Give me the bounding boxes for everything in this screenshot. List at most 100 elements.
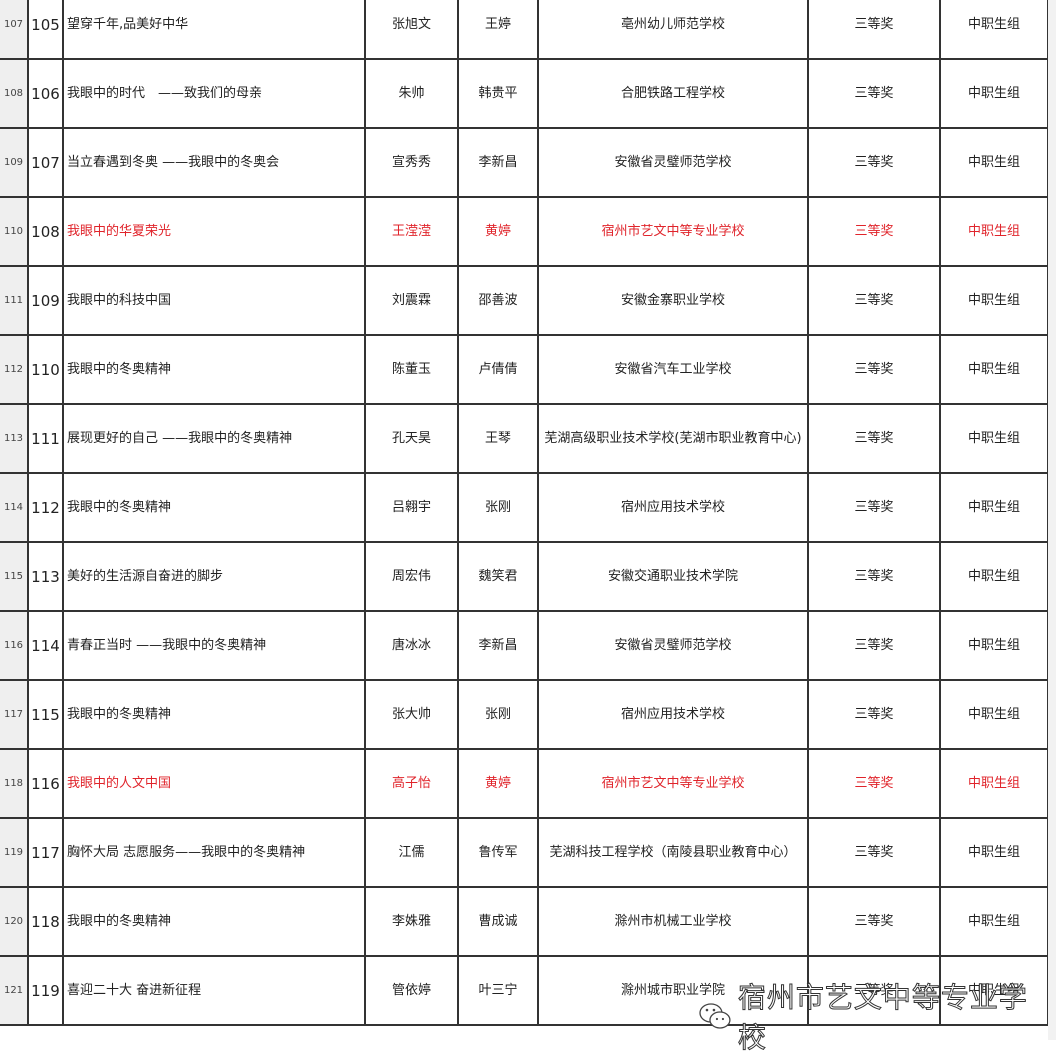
cell-award[interactable]: 三等奖 <box>807 886 941 957</box>
cell-school[interactable]: 合肥铁路工程学校 <box>537 58 809 129</box>
cell-award[interactable]: 三等奖 <box>807 58 941 129</box>
cell-student[interactable]: 高子怡 <box>364 748 459 819</box>
cell-school[interactable]: 芜湖科技工程学校（南陵县职业教育中心） <box>537 817 809 888</box>
cell-teacher[interactable]: 魏笑君 <box>457 541 539 612</box>
cell-teacher[interactable]: 邵善波 <box>457 265 539 336</box>
cell-student[interactable]: 陈董玉 <box>364 334 459 405</box>
cell-award[interactable]: 三等奖 <box>807 0 941 60</box>
cell-title[interactable]: 胸怀大局 志愿服务——我眼中的冬奥精神 <box>62 817 366 888</box>
cell-student[interactable]: 孔天昊 <box>364 403 459 474</box>
cell-group[interactable]: 中职生组 <box>939 265 1049 336</box>
cell-group[interactable]: 中职生组 <box>939 679 1049 750</box>
cell-award[interactable]: 三等奖 <box>807 403 941 474</box>
cell-number[interactable]: 112 <box>27 472 64 543</box>
cell-student[interactable]: 吕翱宇 <box>364 472 459 543</box>
cell-title[interactable]: 我眼中的人文中国 <box>62 748 366 819</box>
cell-number[interactable]: 113 <box>27 541 64 612</box>
cell-teacher[interactable]: 王琴 <box>457 403 539 474</box>
cell-number[interactable]: 119 <box>27 955 64 1026</box>
cell-group[interactable]: 中职生组 <box>939 0 1049 60</box>
cell-student[interactable]: 李姝雅 <box>364 886 459 957</box>
cell-award[interactable]: 三等奖 <box>807 472 941 543</box>
cell-title[interactable]: 我眼中的时代 ——致我们的母亲 <box>62 58 366 129</box>
cell-title[interactable]: 望穿千年,品美好中华 <box>62 0 366 60</box>
cell-award[interactable]: 三等奖 <box>807 955 941 1026</box>
cell-award[interactable]: 三等奖 <box>807 541 941 612</box>
cell-student[interactable]: 刘震霖 <box>364 265 459 336</box>
cell-group[interactable]: 中职生组 <box>939 886 1049 957</box>
cell-student[interactable]: 张旭文 <box>364 0 459 60</box>
cell-student[interactable]: 张大帅 <box>364 679 459 750</box>
cell-title[interactable]: 我眼中的冬奥精神 <box>62 886 366 957</box>
cell-school[interactable]: 亳州幼儿师范学校 <box>537 0 809 60</box>
cell-school[interactable]: 安徽省汽车工业学校 <box>537 334 809 405</box>
cell-group[interactable]: 中职生组 <box>939 817 1049 888</box>
cell-award[interactable]: 三等奖 <box>807 679 941 750</box>
cell-school[interactable]: 安徽交通职业技术学院 <box>537 541 809 612</box>
cell-school[interactable]: 安徽省灵璧师范学校 <box>537 610 809 681</box>
cell-title[interactable]: 当立春遇到冬奥 ——我眼中的冬奥会 <box>62 127 366 198</box>
cell-teacher[interactable]: 鲁传军 <box>457 817 539 888</box>
cell-school[interactable]: 安徽省灵璧师范学校 <box>537 127 809 198</box>
cell-number[interactable]: 114 <box>27 610 64 681</box>
cell-group[interactable]: 中职生组 <box>939 610 1049 681</box>
cell-number[interactable]: 108 <box>27 196 64 267</box>
cell-award[interactable]: 三等奖 <box>807 127 941 198</box>
cell-group[interactable]: 中职生组 <box>939 334 1049 405</box>
cell-student[interactable]: 唐冰冰 <box>364 610 459 681</box>
cell-teacher[interactable]: 卢倩倩 <box>457 334 539 405</box>
cell-school[interactable]: 宿州市艺文中等专业学校 <box>537 748 809 819</box>
cell-title[interactable]: 我眼中的冬奥精神 <box>62 334 366 405</box>
cell-title[interactable]: 我眼中的冬奥精神 <box>62 679 366 750</box>
cell-group[interactable]: 中职生组 <box>939 541 1049 612</box>
cell-title[interactable]: 我眼中的科技中国 <box>62 265 366 336</box>
cell-award[interactable]: 三等奖 <box>807 610 941 681</box>
cell-number[interactable]: 115 <box>27 679 64 750</box>
cell-number[interactable]: 110 <box>27 334 64 405</box>
cell-title[interactable]: 喜迎二十大 奋进新征程 <box>62 955 366 1026</box>
cell-award[interactable]: 三等奖 <box>807 334 941 405</box>
cell-title[interactable]: 我眼中的华夏荣光 <box>62 196 366 267</box>
cell-title[interactable]: 美好的生活源自奋进的脚步 <box>62 541 366 612</box>
cell-student[interactable]: 宣秀秀 <box>364 127 459 198</box>
cell-teacher[interactable]: 王婷 <box>457 0 539 60</box>
cell-school[interactable]: 滁州城市职业学院 <box>537 955 809 1026</box>
cell-teacher[interactable]: 韩贵平 <box>457 58 539 129</box>
cell-teacher[interactable]: 曹成诚 <box>457 886 539 957</box>
cell-student[interactable]: 王滢滢 <box>364 196 459 267</box>
cell-award[interactable]: 三等奖 <box>807 196 941 267</box>
cell-group[interactable]: 中职生组 <box>939 748 1049 819</box>
cell-school[interactable]: 滁州市机械工业学校 <box>537 886 809 957</box>
cell-teacher[interactable]: 叶三宁 <box>457 955 539 1026</box>
cell-teacher[interactable]: 张刚 <box>457 472 539 543</box>
cell-school[interactable]: 宿州应用技术学校 <box>537 679 809 750</box>
cell-number[interactable]: 116 <box>27 748 64 819</box>
cell-title[interactable]: 我眼中的冬奥精神 <box>62 472 366 543</box>
cell-school[interactable]: 宿州市艺文中等专业学校 <box>537 196 809 267</box>
cell-title[interactable]: 展现更好的自己 ——我眼中的冬奥精神 <box>62 403 366 474</box>
cell-group[interactable]: 中职生组 <box>939 58 1049 129</box>
cell-award[interactable]: 三等奖 <box>807 265 941 336</box>
cell-group[interactable]: 中职生组 <box>939 127 1049 198</box>
cell-school[interactable]: 宿州应用技术学校 <box>537 472 809 543</box>
cell-group[interactable]: 中职生组 <box>939 196 1049 267</box>
cell-school[interactable]: 安徽金寨职业学校 <box>537 265 809 336</box>
cell-award[interactable]: 三等奖 <box>807 748 941 819</box>
cell-number[interactable]: 105 <box>27 0 64 60</box>
cell-student[interactable]: 周宏伟 <box>364 541 459 612</box>
cell-number[interactable]: 106 <box>27 58 64 129</box>
cell-teacher[interactable]: 李新昌 <box>457 610 539 681</box>
cell-student[interactable]: 江儒 <box>364 817 459 888</box>
cell-number[interactable]: 111 <box>27 403 64 474</box>
cell-school[interactable]: 芜湖高级职业技术学校(芜湖市职业教育中心) <box>537 403 809 474</box>
cell-teacher[interactable]: 黄婷 <box>457 196 539 267</box>
cell-award[interactable]: 三等奖 <box>807 817 941 888</box>
cell-title[interactable]: 青春正当时 ——我眼中的冬奥精神 <box>62 610 366 681</box>
cell-number[interactable]: 109 <box>27 265 64 336</box>
cell-teacher[interactable]: 黄婷 <box>457 748 539 819</box>
cell-group[interactable]: 中职生组 <box>939 472 1049 543</box>
cell-number[interactable]: 118 <box>27 886 64 957</box>
cell-group[interactable]: 中职生组 <box>939 955 1049 1026</box>
cell-number[interactable]: 107 <box>27 127 64 198</box>
cell-teacher[interactable]: 张刚 <box>457 679 539 750</box>
